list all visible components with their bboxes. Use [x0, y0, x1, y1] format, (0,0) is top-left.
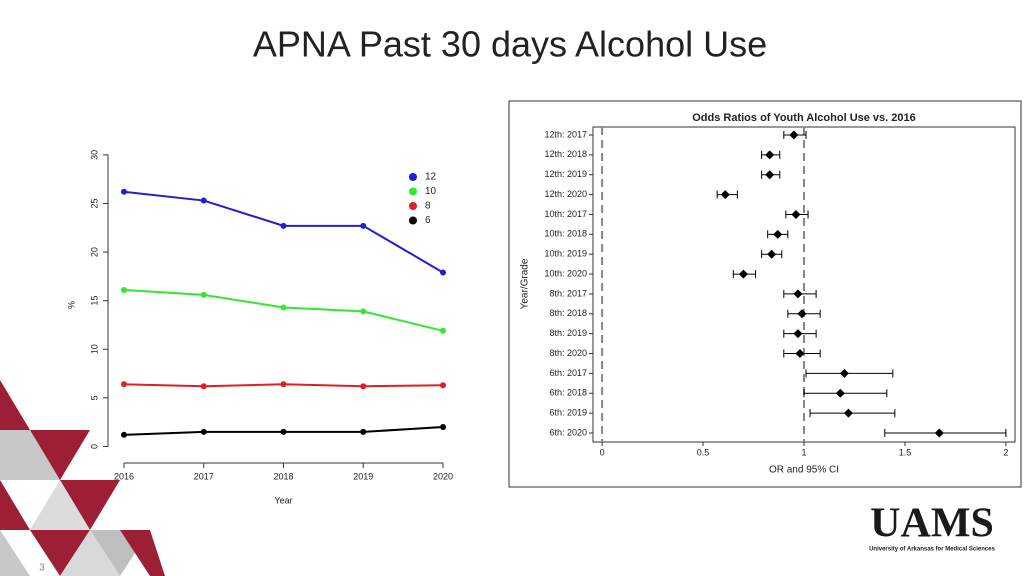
point — [360, 383, 367, 390]
point — [795, 349, 805, 359]
point — [789, 130, 799, 140]
y-tick-label: 12th: 2017 — [544, 129, 587, 139]
point — [791, 209, 801, 219]
y-tick-label: 6th: 2018 — [549, 388, 587, 398]
point — [440, 269, 446, 276]
y-tick-label: 15 — [89, 296, 99, 306]
y-tick-label: 10th: 2018 — [544, 229, 587, 239]
y-tick-label: 6th: 2017 — [549, 368, 587, 378]
point — [793, 289, 803, 299]
point — [200, 383, 207, 390]
y-axis-label: % — [66, 301, 76, 309]
legend-label: 6 — [425, 215, 431, 226]
legend-label: 12 — [425, 172, 437, 183]
point — [280, 381, 287, 388]
point — [839, 368, 849, 378]
logo-name: UAMS — [870, 501, 994, 547]
y-tick-label: 10th: 2017 — [544, 209, 587, 219]
legend-label: 8 — [425, 201, 431, 212]
point — [720, 190, 730, 200]
legend-marker — [409, 202, 417, 210]
x-axis-label: Year — [274, 495, 292, 505]
y-tick-label: 8th: 2017 — [549, 288, 587, 298]
point — [360, 428, 367, 435]
point — [934, 428, 944, 438]
y-tick-label: 12th: 2019 — [544, 169, 587, 179]
point — [843, 408, 853, 418]
y-tick-label: 25 — [89, 198, 99, 208]
y-axis-label: Year/Grade — [520, 258, 531, 309]
point — [121, 431, 127, 438]
x-tick-label: 2016 — [114, 471, 134, 481]
point — [200, 428, 207, 435]
y-tick-label: 8th: 2019 — [549, 328, 587, 338]
y-tick-label: 30 — [89, 150, 99, 160]
legend-marker — [409, 216, 417, 225]
point — [280, 428, 287, 435]
point — [280, 304, 287, 311]
point — [360, 308, 367, 315]
x-tick-label: 2018 — [273, 471, 293, 481]
point — [360, 222, 367, 229]
point — [121, 286, 127, 293]
y-tick-label: 5 — [89, 395, 99, 400]
x-tick-label: 2020 — [433, 471, 453, 481]
point — [440, 382, 446, 389]
point — [765, 150, 775, 160]
x-tick-label: 0.5 — [697, 447, 710, 457]
y-tick-label: 12th: 2020 — [544, 189, 587, 199]
point — [280, 222, 287, 229]
point — [440, 327, 446, 334]
point — [793, 329, 803, 339]
x-tick-label: 2017 — [194, 471, 214, 481]
x-tick-label: 1.5 — [899, 447, 912, 457]
y-tick-label: 10th: 2019 — [544, 249, 587, 259]
legend-marker — [409, 187, 417, 196]
legend-label: 10 — [425, 186, 437, 197]
series-line — [123, 190, 444, 274]
x-tick-label: 2019 — [353, 471, 373, 481]
y-tick-label: 20 — [89, 247, 99, 257]
point — [767, 249, 777, 259]
y-tick-label: 10 — [89, 344, 99, 354]
slide-title: APNA Past 30 days Alcohol Use — [253, 24, 767, 65]
point — [121, 188, 127, 195]
chart-title: Odds Ratios of Youth Alcohol Use vs. 201… — [692, 112, 916, 124]
x-tick-label: 1 — [801, 447, 806, 457]
slide-number: 3 — [39, 563, 45, 574]
logo-subtitle: University of Arkansas for Medical Scien… — [869, 547, 995, 553]
point — [200, 291, 207, 298]
x-tick-label: 2 — [1003, 447, 1008, 457]
y-tick-label: 12th: 2018 — [544, 149, 587, 159]
y-tick-label: 6th: 2020 — [549, 427, 587, 437]
y-tick-label: 8th: 2020 — [549, 348, 587, 358]
y-tick-label: 8th: 2018 — [549, 308, 587, 318]
legend-marker — [409, 173, 417, 181]
point — [835, 388, 845, 398]
point — [797, 309, 807, 319]
point — [773, 229, 783, 239]
point — [765, 170, 775, 180]
x-axis-label: OR and 95% CI — [769, 465, 839, 476]
point — [738, 269, 748, 279]
y-tick-label: 6th: 2019 — [549, 408, 587, 418]
decoration — [0, 380, 165, 576]
point — [121, 381, 127, 388]
chart-frame — [508, 100, 1022, 488]
y-tick-label: 0 — [89, 444, 99, 449]
point — [440, 424, 446, 431]
y-tick-label: 10th: 2020 — [544, 268, 587, 278]
point — [200, 197, 207, 204]
x-tick-label: 0 — [600, 447, 605, 457]
